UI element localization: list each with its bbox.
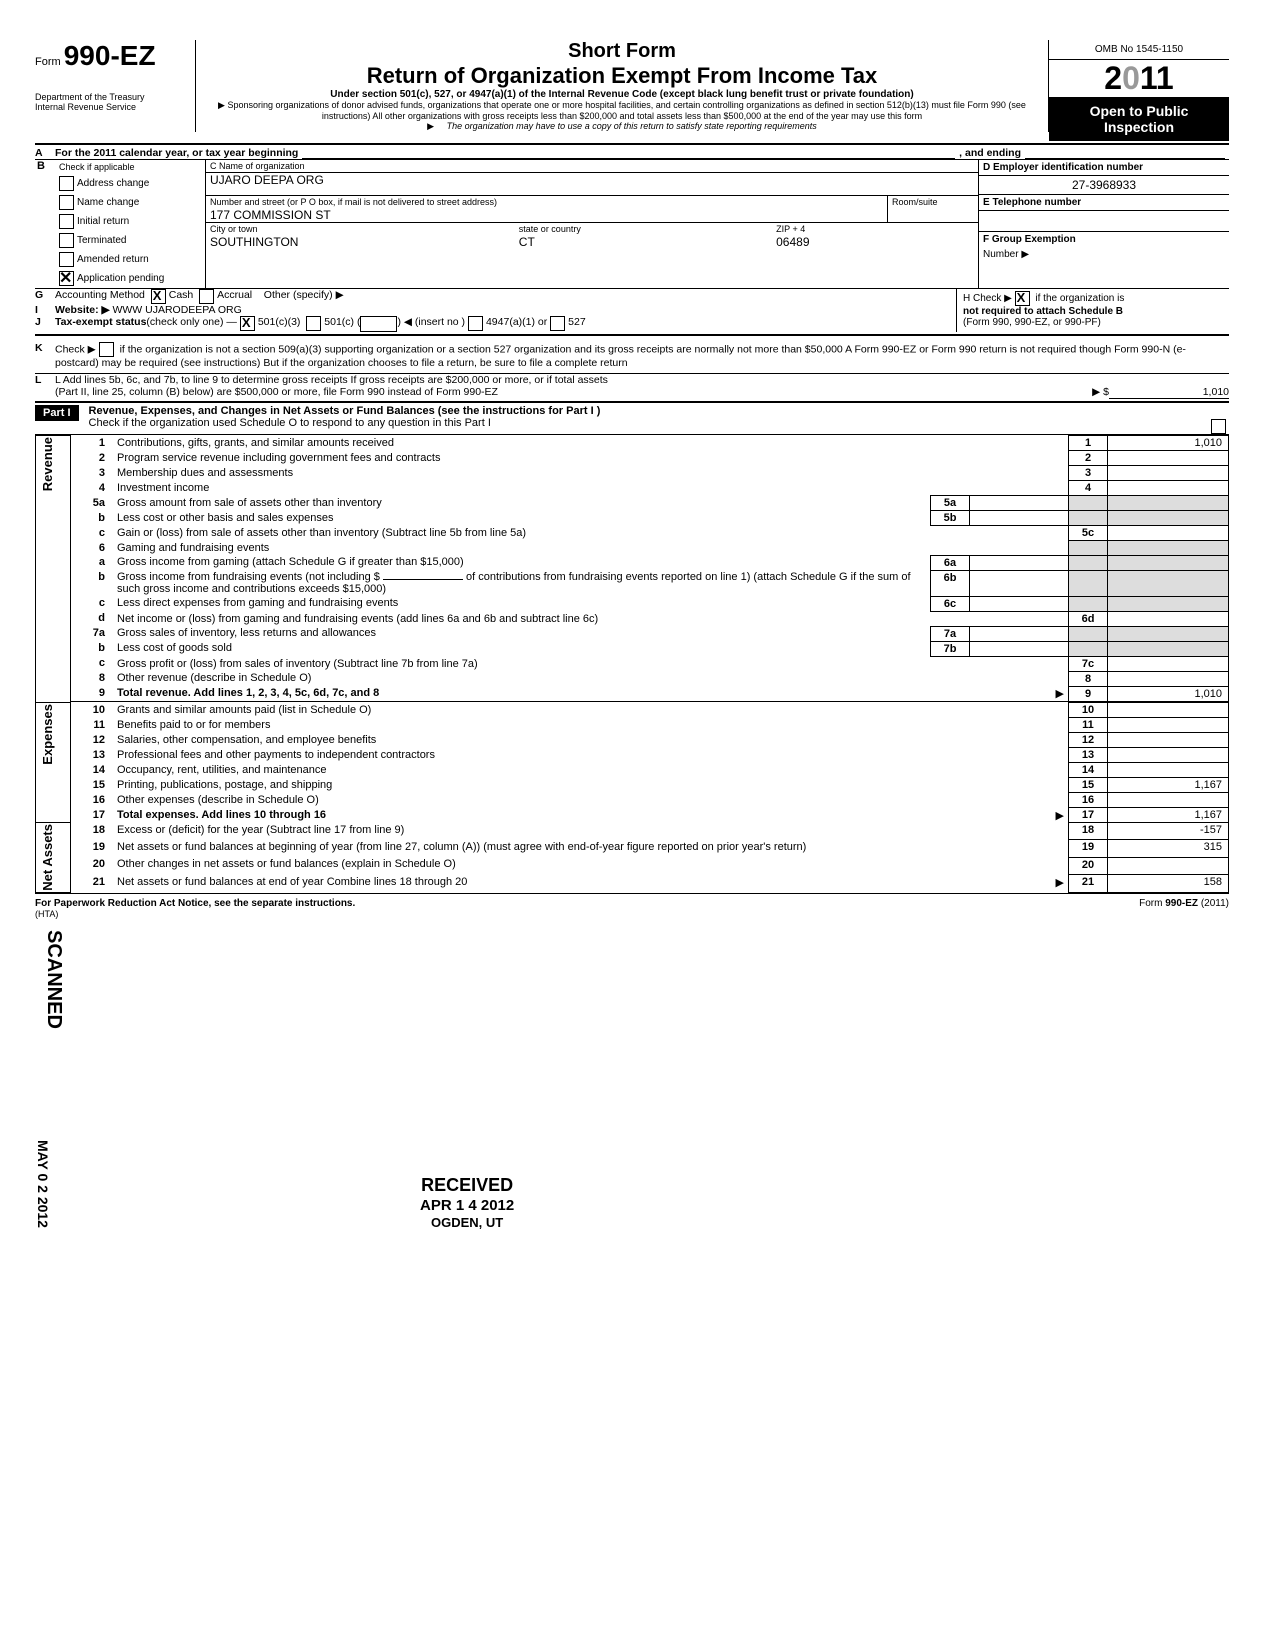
room-label: Room/suite: [888, 196, 978, 208]
open-public: Open to Public Inspection: [1049, 97, 1229, 141]
line-21-amt: 158: [1108, 875, 1229, 892]
line-18-amt: -157: [1108, 823, 1229, 840]
org-name-label: C Name of organization: [206, 160, 978, 173]
dept-treasury: Department of the Treasury: [35, 92, 195, 102]
line-17-amt: 1,167: [1108, 808, 1229, 823]
phone-label: E Telephone number: [979, 195, 1229, 211]
phone-value: [979, 211, 1229, 232]
check-column: Check if applicable Address change Name …: [55, 160, 206, 288]
line-19-amt: 315: [1108, 840, 1229, 857]
footer: For Paperwork Reduction Act Notice, see …: [35, 898, 1229, 909]
check-app-pending[interactable]: Application pending: [55, 269, 205, 288]
state: CT: [515, 235, 772, 249]
zip: 06489: [772, 235, 978, 249]
group-exemption-label: F Group Exemption: [979, 232, 1229, 247]
gross-receipts: 1,010: [1109, 386, 1229, 399]
short-form-label: Short Form: [206, 40, 1038, 63]
form-ref: Form 990-EZ (2011): [1139, 898, 1229, 909]
info-grid: B Check if applicable Address change Nam…: [35, 159, 1229, 288]
check-amended[interactable]: Amended return: [55, 250, 205, 269]
line-9-amt: 1,010: [1108, 686, 1229, 702]
section-h: H Check ▶ if the organization is not req…: [956, 289, 1229, 332]
line-15-amt: 1,167: [1108, 778, 1229, 793]
section-a: A For the 2011 calendar year, or tax yea…: [35, 147, 1229, 159]
title-block: Short Form Return of Organization Exempt…: [195, 40, 1049, 132]
form-header: Form 990-EZ Department of the Treasury I…: [35, 40, 1229, 141]
scanned-stamp: SCANNED: [42, 930, 65, 1029]
addr-label: Number and street (or P O box, if mail i…: [206, 196, 887, 208]
main-title: Return of Organization Exempt From Incom…: [206, 63, 1038, 89]
city: SOUTHINGTON: [206, 235, 515, 249]
check-address-change[interactable]: Address change: [55, 174, 205, 193]
website: WWW UJARODEEPA ORG: [112, 304, 241, 316]
form-prefix: Form: [35, 56, 61, 68]
section-i: I Website: ▶ WWW UJARODEEPA ORG: [35, 304, 956, 316]
right-header-box: OMB No 1545-1150 2011 Open to Public Ins…: [1049, 40, 1229, 141]
check-501c3[interactable]: [240, 316, 255, 331]
check-4947[interactable]: [468, 316, 483, 331]
check-accrual[interactable]: [199, 289, 214, 304]
check-initial-return[interactable]: Initial return: [55, 212, 205, 231]
date-stamp: MAY 0 2 2012: [35, 1140, 51, 1228]
netassets-label: Net Assets: [40, 824, 55, 891]
section-k: K Check ▶ if the organization is not a s…: [35, 338, 1229, 373]
check-501c[interactable]: [306, 316, 321, 331]
subtitle: Under section 501(c), 527, or 4947(a)(1)…: [206, 89, 1038, 100]
form-number: 990-EZ: [64, 40, 156, 71]
hta: (HTA): [35, 909, 1229, 919]
part-1-header: Part I Revenue, Expenses, and Changes in…: [35, 405, 1229, 434]
check-terminated[interactable]: Terminated: [55, 231, 205, 250]
section-l: L L Add lines 5b, 6c, and 7b, to line 9 …: [35, 374, 1229, 399]
street-address: 177 COMMISSION ST: [206, 208, 887, 222]
line-1-amt: 1,010: [1108, 436, 1229, 451]
section-j: J Tax-exempt status (check only one) — 5…: [35, 316, 956, 332]
ein-value: 27-3968933: [979, 176, 1229, 195]
tax-year: 2011: [1049, 60, 1229, 97]
omb-number: OMB No 1545-1150: [1049, 40, 1229, 60]
lines-table: Revenue 1Contributions, gifts, grants, a…: [35, 435, 1229, 893]
check-schedule-b[interactable]: [1015, 291, 1030, 306]
expenses-label: Expenses: [40, 704, 55, 765]
part-1-label: Part I: [35, 405, 79, 421]
org-column: C Name of organization UJARO DEEPA ORG N…: [206, 160, 978, 288]
received-stamp: RECEIVED APR 1 4 2012 OGDEN, UT: [420, 1175, 514, 1230]
check-name-change[interactable]: Name change: [55, 193, 205, 212]
right-info-column: D Employer identification number 27-3968…: [978, 160, 1229, 288]
section-g: G Accounting Method Cash Accrual Other (…: [35, 289, 956, 304]
check-527[interactable]: [550, 316, 565, 331]
revenue-label: Revenue: [40, 437, 55, 491]
check-schedule-o[interactable]: [1211, 419, 1226, 434]
org-name: UJARO DEEPA ORG: [206, 173, 978, 196]
check-cash[interactable]: [151, 289, 166, 304]
group-exemption-number: Number ▶: [979, 247, 1229, 262]
note-2: ▶ The organization may have to use a cop…: [206, 121, 1038, 132]
check-k[interactable]: [99, 342, 114, 357]
ein-label: D Employer identification number: [979, 160, 1229, 176]
dept-irs: Internal Revenue Service: [35, 102, 195, 112]
note-1: ▶ Sponsoring organizations of donor advi…: [206, 100, 1038, 121]
